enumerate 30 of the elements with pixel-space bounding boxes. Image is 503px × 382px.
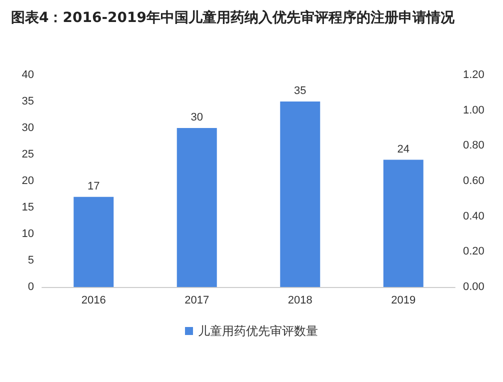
y-tick-label: 30 bbox=[22, 122, 34, 134]
y2-tick-label: 0.20 bbox=[463, 246, 484, 258]
data-label: 30 bbox=[190, 112, 203, 124]
y-tick-label: 40 bbox=[22, 69, 34, 81]
y-tick-label: 0 bbox=[28, 281, 34, 293]
y2-tick-label: 0.00 bbox=[463, 281, 484, 293]
data-label: 35 bbox=[294, 85, 306, 97]
chart-title: 图表4：2016-2019年中国儿童用药纳入优先审评程序的注册申请情况 bbox=[11, 9, 456, 26]
y2-tick-label: 0.80 bbox=[463, 140, 484, 152]
y-tick-label: 35 bbox=[22, 96, 34, 108]
y2-tick-label: 1.00 bbox=[463, 104, 484, 116]
bar bbox=[280, 102, 320, 287]
bar bbox=[383, 160, 424, 287]
x-tick-label: 2019 bbox=[391, 294, 416, 306]
legend-label: 儿童用药优先审评数量 bbox=[198, 324, 318, 338]
y-tick-label: 20 bbox=[22, 175, 34, 187]
y2-tick-label: 1.20 bbox=[463, 69, 484, 81]
x-tick-label: 2016 bbox=[81, 294, 106, 306]
data-label: 24 bbox=[397, 143, 410, 156]
bar bbox=[74, 196, 114, 287]
y2-tick-label: 0.40 bbox=[463, 210, 484, 222]
y-tick-label: 5 bbox=[28, 254, 34, 266]
y-tick-label: 15 bbox=[22, 202, 34, 214]
y-tick-label: 25 bbox=[22, 148, 34, 160]
x-tick-label: 2017 bbox=[184, 294, 210, 306]
y2-tick-label: 0.60 bbox=[463, 175, 484, 187]
y-tick-label: 10 bbox=[22, 228, 34, 240]
x-tick-label: 2018 bbox=[288, 294, 312, 306]
data-label: 17 bbox=[88, 180, 100, 192]
bar bbox=[176, 128, 217, 287]
